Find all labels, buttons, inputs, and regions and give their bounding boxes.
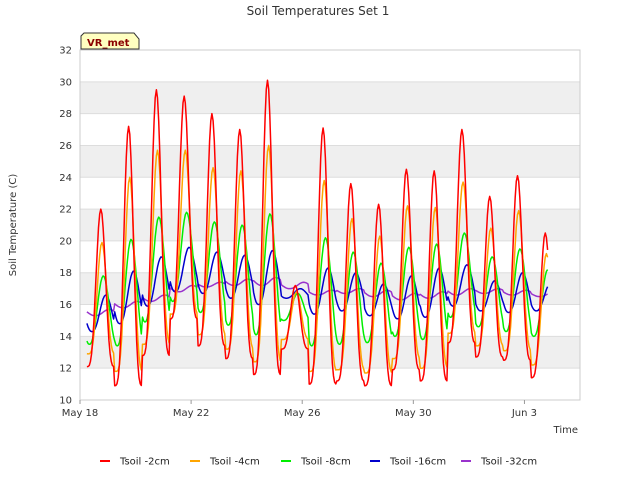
- station-badge: VR_met: [80, 32, 140, 50]
- y-axis-ticks: 10 12 14 16 18 20 22 24 26 28 30 32: [59, 46, 72, 407]
- y-tick-label: 10: [59, 396, 72, 407]
- y-tick-label: 32: [59, 46, 72, 57]
- series-lines: [86, 79, 549, 387]
- series-line-tsoilminus2cm: [86, 79, 549, 387]
- plot-band: [80, 209, 580, 241]
- plot-band: [80, 368, 580, 400]
- plot-band: [80, 177, 580, 210]
- y-tick-label: 26: [59, 141, 72, 152]
- y-tick-label: 18: [59, 268, 72, 279]
- legend-label: Tsoil -8cm: [300, 457, 351, 468]
- y-axis-title: Soil Temperature (C): [8, 174, 19, 277]
- legend-label: Tsoil -2cm: [119, 457, 170, 468]
- legend-label: Tsoil -32cm: [480, 457, 537, 468]
- y-tick-label: 14: [59, 332, 72, 343]
- plot-frame: [79, 49, 581, 401]
- plot-band: [80, 81, 580, 114]
- y-tick-label: 12: [59, 364, 72, 375]
- y-tick-label: 30: [59, 77, 72, 88]
- plot-band: [80, 50, 580, 82]
- legend-label: Tsoil -16cm: [389, 457, 446, 468]
- plot-band: [80, 145, 580, 178]
- y-tick-label: 20: [59, 236, 72, 247]
- y-tick-label: 22: [59, 205, 72, 216]
- x-axis-title: Time: [553, 425, 578, 436]
- legend: Tsoil -2cm Tsoil -4cm Tsoil -8cm Tsoil -16c…: [100, 457, 537, 468]
- y-tick-label: 28: [59, 109, 72, 120]
- x-axis-ticks: May 18 May 22 May 26 May 30 Jun 3: [62, 400, 537, 419]
- x-tick-label: May 18: [62, 408, 99, 419]
- badge-label: VR_met: [87, 38, 130, 49]
- x-tick-label: Jun 3: [511, 408, 537, 419]
- x-tick-label: May 22: [173, 408, 210, 419]
- y-tick-label: 16: [59, 300, 72, 311]
- y-tick-label: 24: [59, 173, 72, 184]
- plot-band: [80, 336, 580, 369]
- plot-band: [80, 113, 580, 146]
- legend-label: Tsoil -4cm: [209, 457, 260, 468]
- chart-title: Soil Temperatures Set 1: [247, 4, 390, 18]
- x-tick-label: May 26: [284, 408, 321, 419]
- x-tick-label: May 30: [395, 408, 432, 419]
- badge-box: [80, 32, 140, 50]
